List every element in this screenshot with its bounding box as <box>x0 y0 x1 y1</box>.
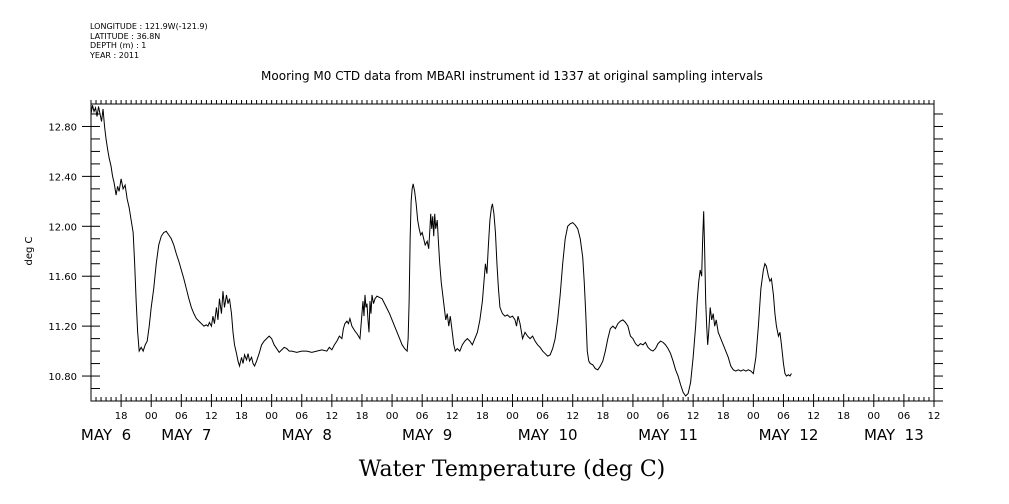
x-hour-label: 18 <box>476 411 489 422</box>
x-day-label: MAY 6 <box>81 426 131 444</box>
x-hour-label: 00 <box>747 411 760 422</box>
x-hour-label: 06 <box>295 411 308 422</box>
x-hour-label: 06 <box>416 411 429 422</box>
x-day-label: MAY 13 <box>864 426 924 444</box>
x-hour-label: 06 <box>657 411 670 422</box>
y-tick-label: 11.20 <box>48 322 77 333</box>
x-day-label: MAY 9 <box>402 426 452 444</box>
temperature-series-line <box>90 105 792 397</box>
x-axis-label: Water Temperature (deg C) <box>359 457 666 482</box>
x-hour-label: 06 <box>175 411 188 422</box>
x-hour-label: 18 <box>717 411 730 422</box>
y-tick-label: 10.80 <box>48 372 77 383</box>
chart-title: Mooring M0 CTD data from MBARI instrumen… <box>261 69 763 83</box>
x-day-label: MAY 10 <box>518 426 578 444</box>
x-day-label: MAY 11 <box>638 426 698 444</box>
x-hour-label: 12 <box>807 411 820 422</box>
x-hour-label: 00 <box>627 411 640 422</box>
x-hour-label: 18 <box>235 411 248 422</box>
x-axis: 18 00 06 12 18 00 06 12 18 00 06 12 18 00 06 12 18 00 06 12… <box>81 100 940 444</box>
x-hour-label: 12 <box>446 411 459 422</box>
x-hour-label: 12 <box>566 411 579 422</box>
y-axis: 10.80 11.20 11.60 12.00 12.40 12.80 <box>48 113 943 402</box>
x-hour-label: 18 <box>837 411 850 422</box>
latitude-text: LATITUDE : 36.8N <box>90 31 161 41</box>
x-hour-label: 12 <box>687 411 700 422</box>
x-hour-label: 00 <box>145 411 158 422</box>
x-day-label: MAY 12 <box>759 426 819 444</box>
x-hour-label: 00 <box>506 411 519 422</box>
y-tick-label: 12.80 <box>48 122 77 133</box>
depth-text: DEPTH (m) : 1 <box>90 41 147 50</box>
x-hour-label: 12 <box>325 411 338 422</box>
y-tick-label: 11.60 <box>48 272 77 283</box>
x-hour-label: 00 <box>265 411 278 422</box>
metadata-block: LONGITUDE : 121.9W(-121.9) LATITUDE : 36… <box>90 22 208 60</box>
y-tick-label: 12.40 <box>48 172 77 183</box>
x-hour-label: 00 <box>386 411 399 422</box>
x-day-label: MAY 7 <box>161 426 211 444</box>
x-hour-label: 06 <box>777 411 790 422</box>
year-text: YEAR : 2011 <box>90 50 140 60</box>
x-hour-label: 12 <box>205 411 218 422</box>
x-hour-label: 18 <box>115 411 128 422</box>
x-day-label: MAY 8 <box>282 426 332 444</box>
x-hour-label: 06 <box>536 411 549 422</box>
x-hour-label: 18 <box>596 411 609 422</box>
x-hour-label: 18 <box>356 411 369 422</box>
plot-frame <box>90 103 935 402</box>
y-axis-label: deg C <box>24 236 35 265</box>
x-hour-label: 06 <box>898 411 911 422</box>
x-hour-label: 12 <box>928 411 941 422</box>
y-tick-label: 12.00 <box>48 222 77 233</box>
longitude-text: LONGITUDE : 121.9W(-121.9) <box>90 22 208 31</box>
x-hour-label: 00 <box>867 411 880 422</box>
